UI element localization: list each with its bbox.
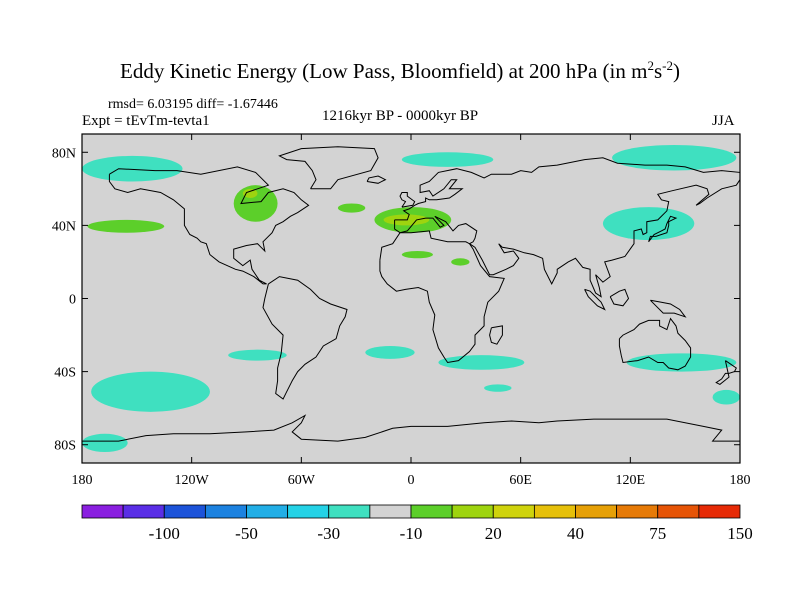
coastline-britain xyxy=(399,192,416,208)
colorbar-label: -50 xyxy=(235,524,258,543)
title-mid: s xyxy=(653,59,663,83)
x-tick-label: 120E xyxy=(616,473,646,488)
anomaly-south-pacific-west-negative xyxy=(91,371,210,412)
colorbar-swatch xyxy=(369,504,412,519)
anomaly-arctic-siberia-negative xyxy=(612,144,737,171)
colorbar-swatch xyxy=(328,504,371,519)
x-tick-label: 60E xyxy=(509,473,532,488)
anomaly-australia-negative xyxy=(626,353,737,372)
map-background xyxy=(82,134,740,463)
coastline-antarctica xyxy=(82,414,740,442)
x-tick-label: 60W xyxy=(288,473,316,488)
coastline-madagascar xyxy=(489,325,503,345)
colorbar-swatch xyxy=(575,504,618,519)
coastline-eurasia xyxy=(394,157,741,298)
anomaly-layer xyxy=(82,144,741,453)
y-tick-label: 40S xyxy=(54,366,76,381)
anomaly-south-atlantic-negative xyxy=(228,349,287,361)
title-sup2: -2 xyxy=(662,58,673,73)
colorbar-swatch xyxy=(122,504,165,519)
anomaly-tasman-negative xyxy=(712,389,741,405)
colorbar: -100 -50 -30 -10 20 40 75 150 xyxy=(81,504,753,543)
period-label: 1216kyr BP - 0000kyr BP xyxy=(322,108,479,124)
y-tick-label: 0 xyxy=(69,293,76,308)
experiment-label: Expt = tEvTm-tevta1 xyxy=(82,113,210,129)
anomaly-indian-ocean-small-negative xyxy=(484,384,512,392)
coastline-greenland xyxy=(278,146,379,190)
y-tick-label: 80N xyxy=(52,146,76,161)
colorbar-swatch xyxy=(451,504,494,519)
coastline-africa xyxy=(379,230,505,364)
coastline-iceland xyxy=(366,175,387,184)
colorbar-swatch xyxy=(287,504,330,519)
anomaly-south-indian-negative xyxy=(438,355,525,370)
anomaly-north-pacific-west-positive xyxy=(87,219,165,233)
colorbar-label: 75 xyxy=(649,524,666,543)
title-sup1: 2 xyxy=(647,58,654,73)
colorbar-swatch xyxy=(698,504,741,519)
anomaly-antarctic-negative xyxy=(82,433,128,453)
axis-layer: 180 120W 60W 0 60E 120E 180 80N 40N 0 40S 80S xyxy=(52,134,751,488)
coastline-north-america xyxy=(108,166,310,285)
coastline-borneo xyxy=(609,288,630,307)
colorbar-swatch xyxy=(533,504,576,519)
colorbar-label: 40 xyxy=(567,524,584,543)
anomaly-japan-negative xyxy=(602,207,695,241)
colorbar-label: -10 xyxy=(400,524,423,543)
anomaly-south-atlantic-center-negative xyxy=(365,346,415,359)
colorbar-swatch xyxy=(492,504,535,519)
colorbar-swatch xyxy=(657,504,700,519)
x-tick-label: 180 xyxy=(730,473,751,488)
chart-title: Eddy Kinetic Energy (Low Pass, Bloomfiel… xyxy=(0,58,800,84)
anomaly-west-africa-positive xyxy=(401,250,433,259)
colorbar-label: -100 xyxy=(149,524,180,543)
colorbar-swatch xyxy=(81,504,124,519)
coastline-australia xyxy=(618,317,692,371)
colorbar-swatch xyxy=(616,504,659,519)
colorbar-swatch xyxy=(410,504,453,519)
season-label: JJA xyxy=(712,113,735,129)
anomaly-hudson-core xyxy=(242,188,258,198)
x-tick-label: 0 xyxy=(408,473,415,488)
anomaly-arctic-atlantic-negative xyxy=(401,152,494,167)
y-tick-label: 80S xyxy=(54,439,76,454)
x-tick-label: 120W xyxy=(175,473,210,488)
colorbar-swatch xyxy=(204,504,247,519)
coastline-new-guinea xyxy=(650,299,687,318)
coastline-sumatra xyxy=(584,288,606,311)
coastline-japan xyxy=(648,215,678,243)
coastline-new-zealand xyxy=(715,360,737,385)
y-tick-label: 40N xyxy=(52,219,76,234)
stats-label: rmsd= 6.03195 diff= -1.67446 xyxy=(108,97,278,112)
colorbar-label: -30 xyxy=(317,524,340,543)
anomaly-arctic-pacific-negative xyxy=(82,155,183,182)
title-main: Eddy Kinetic Energy (Low Pass, Bloomfiel… xyxy=(120,59,648,83)
colorbar-label: 150 xyxy=(727,524,753,543)
colorbar-label: 20 xyxy=(485,524,502,543)
anomaly-east-africa-positive xyxy=(451,258,470,266)
colorbar-swatch xyxy=(163,504,206,519)
colorbar-swatch xyxy=(246,504,289,519)
coastline-layer xyxy=(82,146,741,442)
coastline-south-america xyxy=(262,276,348,400)
x-tick-label: 180 xyxy=(72,473,93,488)
anomaly-mid-atlantic-positive xyxy=(337,203,366,213)
title-end: ) xyxy=(672,59,680,83)
